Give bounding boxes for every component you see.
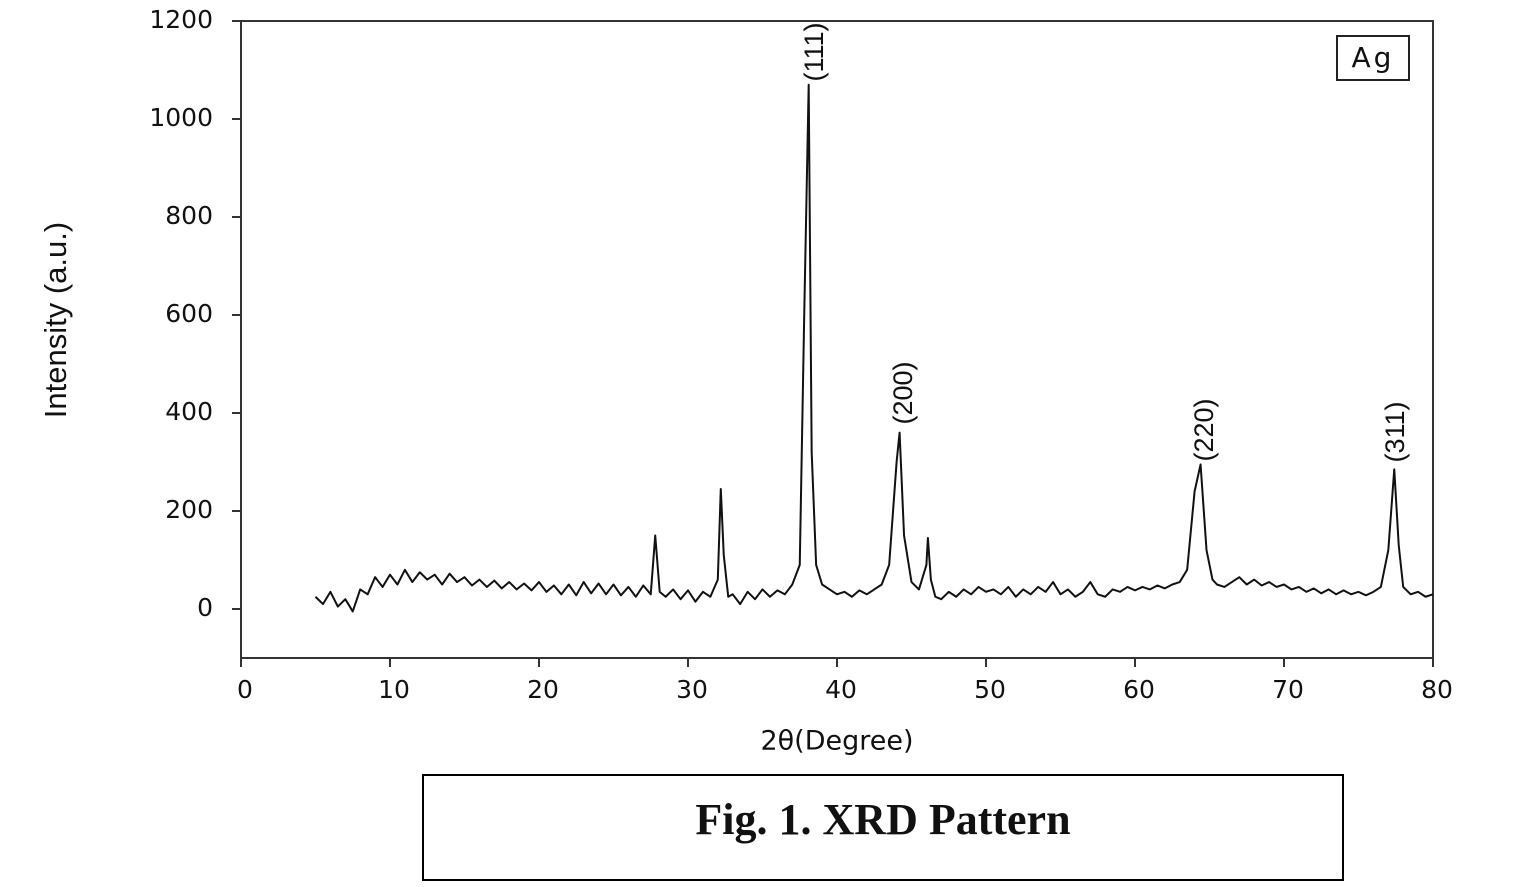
peak-label: (200) — [888, 361, 918, 424]
y-tick-label: 1000 — [149, 103, 213, 132]
x-tick-label: 60 — [1123, 675, 1155, 704]
legend-box — [1336, 35, 1410, 81]
y-tick-label: 0 — [197, 593, 213, 622]
y-tick-label: 200 — [165, 495, 213, 524]
y-tick-label: 600 — [165, 299, 213, 328]
x-tick-label: 20 — [527, 675, 559, 704]
plot-frame — [240, 20, 1434, 659]
y-tick-label: 800 — [165, 201, 213, 230]
y-tick-label: 400 — [165, 397, 213, 426]
x-tick-label: 80 — [1421, 675, 1453, 704]
x-tick-label: 0 — [237, 675, 253, 704]
y-axis-title: Intensity (a.u.) — [38, 222, 73, 418]
x-tick-label: 40 — [825, 675, 857, 704]
caption-box — [422, 774, 1344, 881]
x-tick-label: 10 — [378, 675, 410, 704]
data-line — [314, 83, 1434, 613]
peak-label: (111) — [799, 22, 829, 81]
x-axis-title: 2θ(Degree) — [760, 726, 913, 757]
x-tick-label: 50 — [974, 675, 1006, 704]
x-tick-label: 70 — [1272, 675, 1304, 704]
x-tick-label: 30 — [676, 675, 708, 704]
y-tick-label: 1200 — [149, 5, 213, 34]
peak-label: (311) — [1380, 401, 1410, 462]
peak-label: (220) — [1189, 398, 1219, 461]
caption: Fig. 1. XRD Pattern — [695, 795, 1070, 844]
legend-label: Ag — [1352, 41, 1395, 74]
